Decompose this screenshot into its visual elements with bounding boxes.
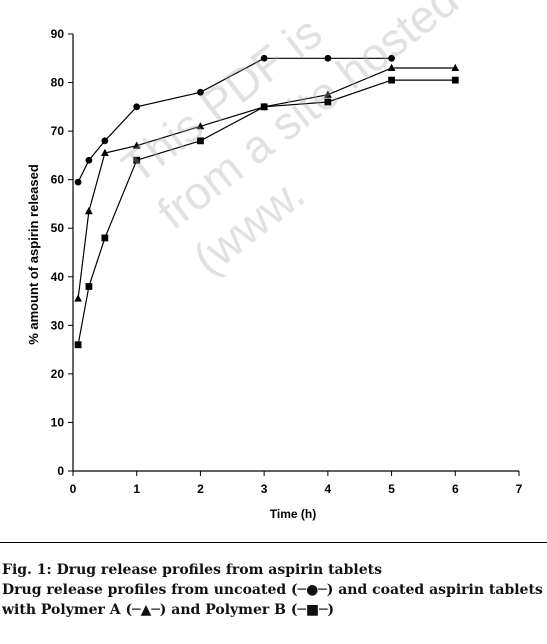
figure-caption: Fig. 1: Drug release profiles from aspir… [2, 560, 547, 620]
y-tick-label: 60 [51, 173, 65, 187]
y-tick-label: 90 [51, 27, 65, 41]
caption-legend-line-1: Drug release profiles from uncoated (─●─… [2, 582, 543, 598]
series-line-square [77, 79, 456, 345]
x-tick-label: 3 [261, 482, 268, 496]
chart-figure: 0 10 20 30 40 50 60 70 80 90 0 1 2 3 4 5 6 7 Time (h) % amo… [26, 0, 523, 521]
y-tick-label: 70 [51, 124, 65, 138]
data-point-square [197, 137, 204, 145]
x-tick-label: 6 [452, 482, 459, 496]
x-axis-title: Time (h) [270, 507, 316, 521]
y-tick-label: 50 [51, 221, 65, 235]
y-tick-label: 30 [51, 318, 65, 332]
data-point-square [74, 341, 82, 349]
data-point-square [85, 283, 93, 290]
series-line-triangle [77, 67, 456, 299]
y-tick-label: 40 [51, 270, 65, 284]
y-tick-label: 80 [51, 76, 65, 90]
data-point-circle [101, 137, 109, 145]
data-point-square [388, 76, 395, 84]
x-tick-label: 0 [70, 482, 77, 496]
x-tick-label: 5 [388, 482, 395, 496]
data-point-triangle [85, 207, 93, 215]
data-point-square [260, 103, 268, 111]
data-point-circle [324, 54, 332, 62]
data-point-circle [133, 103, 141, 111]
data-point-square [101, 234, 109, 242]
data-point-circle [388, 54, 395, 62]
data-point-circle [85, 156, 93, 164]
y-axis-title: % amount of aspirin released [26, 164, 41, 345]
data-point-triangle [196, 122, 205, 130]
data-point-triangle [387, 63, 396, 71]
x-tick-label: 2 [197, 482, 204, 496]
x-tick-label: 7 [516, 482, 523, 496]
x-tick-label: 1 [133, 482, 140, 496]
data-point-triangle [324, 90, 332, 98]
series-line-circle [77, 57, 392, 183]
x-tick-label: 4 [325, 482, 332, 496]
data-point-triangle [451, 63, 460, 71]
data-point-circle [260, 54, 268, 62]
y-tick-label: 0 [57, 464, 64, 478]
caption-legend-line-2: with Polymer A (─▲─) and Polymer B (─■─) [2, 602, 335, 618]
data-point-square [133, 156, 141, 164]
data-point-square [451, 76, 459, 84]
y-tick-label: 20 [51, 367, 65, 381]
data-point-circle [197, 88, 204, 96]
y-tick-label: 10 [51, 415, 65, 429]
data-point-triangle [132, 141, 141, 149]
data-point-triangle [74, 294, 82, 302]
caption-title: Fig. 1: Drug release profiles from aspir… [2, 562, 382, 578]
data-point-square [324, 98, 332, 106]
data-point-triangle [101, 148, 109, 156]
data-point-circle [74, 178, 82, 186]
chart-svg: 0 10 20 30 40 50 60 70 80 90 0 1 2 3 4 5 6 7 Time (h) % amo… [26, 27, 523, 521]
caption-divider [0, 542, 547, 543]
